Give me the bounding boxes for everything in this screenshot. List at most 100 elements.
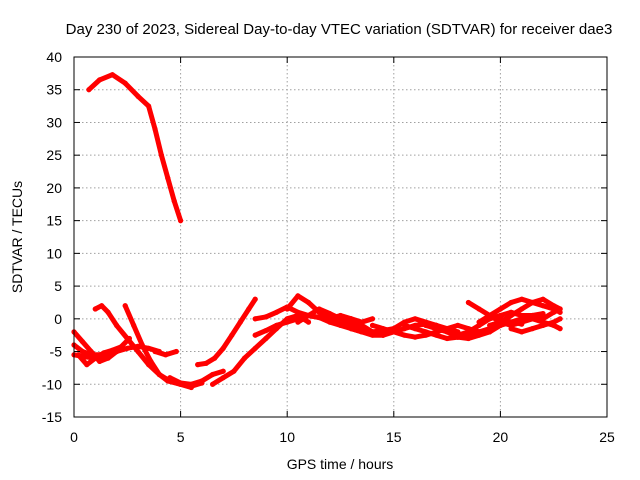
data-point xyxy=(152,348,158,355)
data-point xyxy=(173,348,179,355)
data-point xyxy=(122,80,128,86)
data-point xyxy=(295,319,301,325)
data-point xyxy=(476,319,482,325)
data-point xyxy=(305,299,312,306)
data-point xyxy=(252,345,258,351)
data-point xyxy=(476,332,482,338)
data-point xyxy=(101,350,107,356)
data-point xyxy=(497,316,503,322)
data-point xyxy=(210,371,216,378)
y-tick-label: 5 xyxy=(54,278,62,294)
data-point xyxy=(327,316,333,322)
data-point xyxy=(551,309,557,315)
data-point xyxy=(444,335,450,342)
series-track-1 xyxy=(86,72,184,224)
y-tick-label: -10 xyxy=(42,376,62,392)
series-line xyxy=(210,313,311,387)
y-tick-label: 30 xyxy=(46,114,62,130)
data-point xyxy=(195,362,201,368)
data-point xyxy=(412,334,418,340)
y-tick-label: 10 xyxy=(46,245,62,261)
data-point xyxy=(557,316,563,322)
data-point xyxy=(455,322,461,328)
data-point xyxy=(273,309,280,315)
data-point xyxy=(519,296,525,302)
data-point xyxy=(380,332,386,338)
data-point xyxy=(305,319,312,325)
data-point xyxy=(540,303,546,309)
data-point xyxy=(295,293,301,299)
data-point xyxy=(229,332,235,338)
data-point xyxy=(551,303,557,309)
y-tick-label: 35 xyxy=(46,82,62,98)
x-tick-label: 25 xyxy=(599,429,615,445)
series-track-9 xyxy=(167,368,226,387)
data-point xyxy=(337,321,344,327)
data-point xyxy=(178,218,184,224)
data-point xyxy=(423,322,429,328)
data-point xyxy=(557,306,563,312)
data-point xyxy=(165,175,171,181)
data-point xyxy=(231,368,237,374)
data-point xyxy=(529,312,536,319)
data-point xyxy=(148,358,154,364)
data-point xyxy=(540,296,546,302)
y-tick-label: 15 xyxy=(46,213,62,229)
data-point xyxy=(124,335,130,342)
data-point xyxy=(220,375,226,381)
data-point xyxy=(337,316,344,322)
data-point xyxy=(212,355,218,361)
data-point xyxy=(508,299,514,306)
data-point xyxy=(237,319,243,325)
data-point xyxy=(131,322,137,328)
data-point xyxy=(487,329,493,335)
data-point xyxy=(86,87,92,93)
data-point xyxy=(369,316,376,322)
x-tick-label: 20 xyxy=(493,429,509,445)
series-layer xyxy=(71,72,563,391)
data-point xyxy=(105,309,111,315)
data-point xyxy=(284,319,290,325)
x-axis-label: GPS time / hours xyxy=(287,456,394,472)
data-point xyxy=(188,381,194,387)
data-point xyxy=(401,322,408,328)
y-tick-label: 20 xyxy=(46,180,62,196)
series-track-18 xyxy=(369,322,482,340)
series-track-10 xyxy=(195,296,258,368)
data-point xyxy=(252,332,258,338)
data-point xyxy=(114,322,120,328)
data-point xyxy=(263,314,269,320)
data-point xyxy=(327,311,333,317)
y-tick-label: 25 xyxy=(46,147,62,163)
data-point xyxy=(497,306,503,312)
data-point xyxy=(487,322,493,328)
data-point xyxy=(529,299,536,306)
data-point xyxy=(519,329,525,335)
chart-title: Day 230 of 2023, Sidereal Day-to-day VTE… xyxy=(66,21,613,38)
data-point xyxy=(109,72,115,78)
data-point xyxy=(540,322,546,328)
data-point xyxy=(75,352,81,358)
data-point xyxy=(359,329,365,335)
data-point xyxy=(551,319,557,325)
data-point xyxy=(97,358,103,364)
data-point xyxy=(163,352,169,358)
x-tick-label: 5 xyxy=(177,429,185,445)
data-point xyxy=(305,312,312,319)
plot-frame xyxy=(73,56,608,418)
data-point xyxy=(242,355,248,361)
data-point xyxy=(433,326,439,332)
data-point xyxy=(412,316,418,322)
y-tick-label: 0 xyxy=(54,311,62,327)
data-point xyxy=(210,381,216,387)
data-point xyxy=(540,311,546,317)
data-point xyxy=(557,326,563,332)
x-tick-label: 10 xyxy=(279,429,295,445)
data-point xyxy=(380,326,386,332)
data-point xyxy=(92,306,98,312)
y-tick-label: -15 xyxy=(42,409,62,425)
data-point xyxy=(135,348,141,355)
data-point xyxy=(348,326,354,332)
data-point xyxy=(203,360,209,366)
